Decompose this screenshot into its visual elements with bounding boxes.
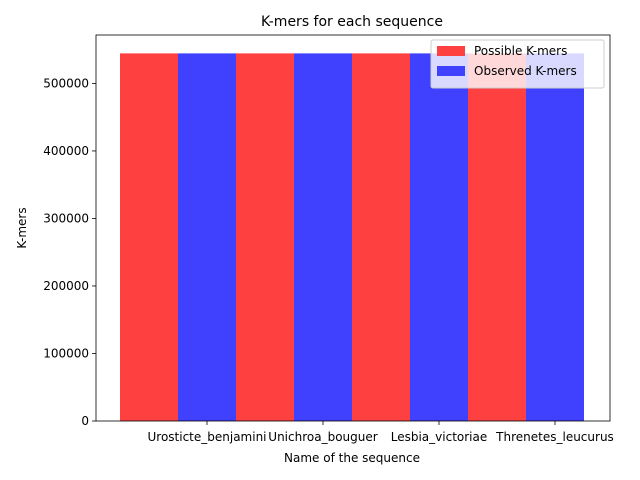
legend: Possible K-mers Observed K-mers	[430, 39, 605, 89]
bar-possible-k-mers-0	[120, 53, 178, 421]
legend-entry: Possible K-mers	[474, 44, 567, 58]
y-tick-label: 500000	[43, 76, 89, 90]
y-axis: 0 100000 200000 300000 400000 500000	[43, 76, 96, 428]
x-tick-label: Unichroa_bouguer	[268, 430, 377, 444]
bar-observed-k-mers-2	[410, 53, 468, 421]
x-axis-label: Name of the sequence	[284, 451, 420, 465]
legend-swatch	[437, 46, 465, 56]
bar-observed-k-mers-1	[294, 53, 352, 421]
x-tick-label: Threnetes_leucurus	[495, 430, 614, 444]
chart-title: K-mers for each sequence	[261, 14, 443, 30]
bar-possible-k-mers-1	[236, 53, 294, 421]
y-tick-label: 200000	[43, 279, 89, 293]
bar-possible-k-mers-2	[352, 53, 410, 421]
y-tick-label: 0	[81, 414, 89, 428]
y-tick-label: 400000	[43, 144, 89, 158]
x-tick-label: Lesbia_victoriae	[391, 430, 488, 444]
y-axis-label: K-mers	[15, 207, 29, 248]
plot-frame	[95, 34, 611, 422]
legend-entry: Observed K-mers	[474, 64, 577, 78]
x-tick-label: Urosticte_benjamini	[147, 430, 266, 444]
legend-swatch	[437, 66, 465, 76]
y-tick-label: 300000	[43, 211, 89, 225]
legend-box	[430, 39, 605, 89]
bars-group	[120, 53, 584, 421]
x-axis: Urosticte_benjamini Unichroa_bouguer Lesbi…	[147, 421, 614, 444]
bar-observed-k-mers-0	[178, 53, 236, 421]
bar-possible-k-mers-3	[468, 53, 526, 421]
bar-observed-k-mers-3	[526, 53, 584, 421]
y-tick-label: 100000	[43, 346, 89, 360]
